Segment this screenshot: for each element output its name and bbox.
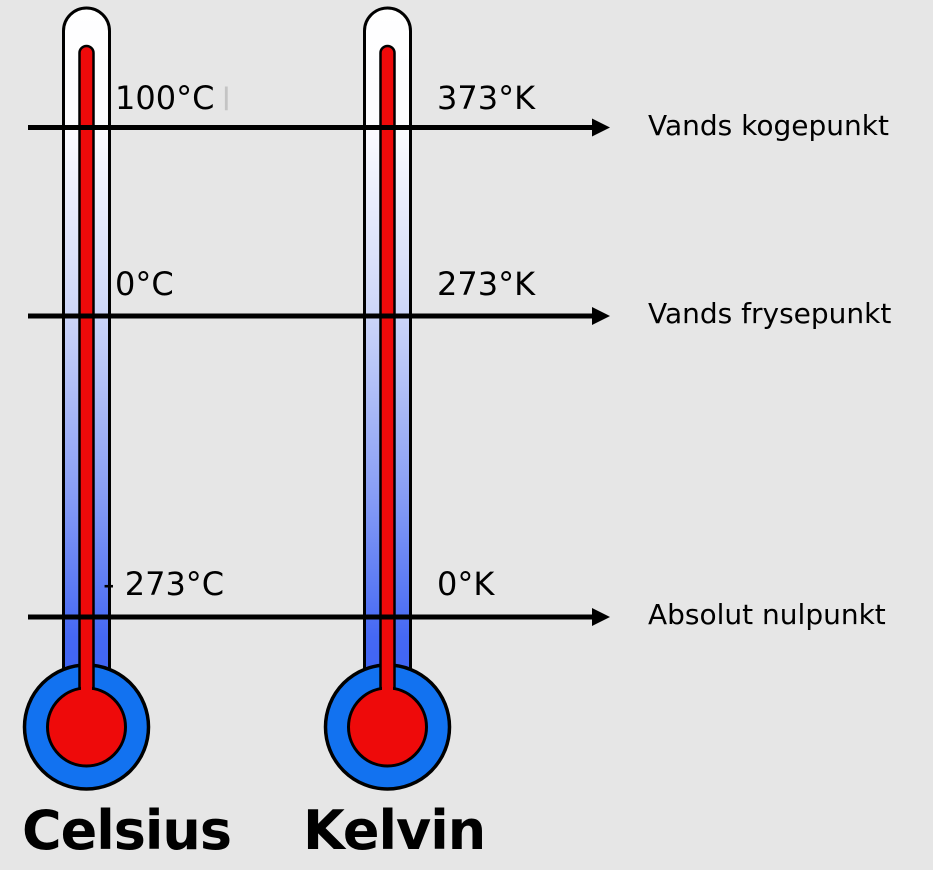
cursor-artifact: l [222,82,231,118]
absolute-zero-description: Absolut nulpunkt [648,598,886,631]
kelvin-absolute-zero-label: 0°K [437,565,495,603]
celsius-mercury-column [78,44,95,708]
celsius-boiling-label: 100°C [115,79,215,117]
reference-line-boiling [28,118,610,137]
absolute-zero-arrowhead-icon [592,608,610,626]
freezing-arrowhead-icon [592,307,610,325]
freezing-description: Vands frysepunkt [648,297,892,330]
celsius-freezing-label: 0°C [115,265,174,303]
celsius-absolute-zero-label: - 273°C [103,565,225,603]
reference-line-freezing [28,307,610,325]
kelvin-boiling-label: 373°K [437,79,536,117]
reference-line-absolute-zero [28,608,610,626]
boiling-arrowhead-icon [592,118,610,137]
kelvin-freezing-label: 273°K [437,265,536,303]
celsius-thermometer [22,6,151,791]
celsius-junction-patch [81,686,92,704]
kelvin-junction-patch [382,686,393,704]
boiling-description: Vands kogepunkt [648,109,889,142]
celsius-title: Celsius [22,799,232,862]
kelvin-thermometer [323,6,452,791]
kelvin-title: Kelvin [303,799,486,862]
kelvin-mercury-column [379,44,396,708]
